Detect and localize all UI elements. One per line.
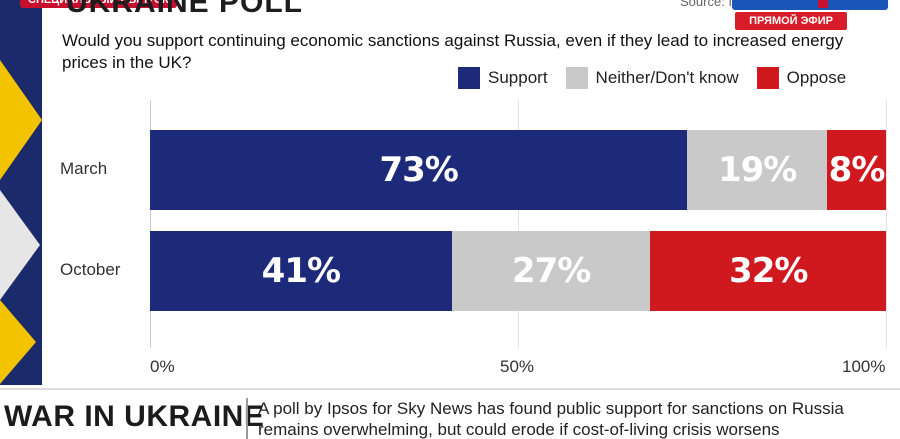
- live-badge: ПРЯМОЙ ЭФИР: [735, 12, 847, 30]
- decor-triangle: [0, 300, 36, 384]
- decor-triangle: [0, 190, 40, 300]
- legend-item-neither: Neither/Don't know: [565, 67, 739, 89]
- bar-segment-neither-don-t-know: 19%: [687, 130, 828, 210]
- news-banner: WAR IN UKRAINE A poll by Ipsos for Sky N…: [0, 388, 900, 439]
- bar-segment-oppose: 8%: [827, 130, 886, 210]
- channel-logo-mark: [818, 0, 828, 8]
- x-tick-label: 0%: [150, 357, 175, 376]
- bar-segment-support: 41%: [150, 231, 452, 311]
- legend-label-oppose: Oppose: [786, 68, 847, 87]
- legend-label-neither: Neither/Don't know: [595, 68, 739, 87]
- gridline-100: [886, 100, 887, 348]
- stacked-bar: 73% 19% 8%: [150, 130, 886, 210]
- decor-triangle: [0, 60, 42, 180]
- poll-question: Would you support continuing economic sa…: [62, 31, 844, 72]
- data-label: 19%: [717, 150, 797, 190]
- legend-label-support: Support: [488, 68, 548, 87]
- data-label: 73%: [379, 150, 458, 190]
- decorative-strip: [0, 0, 42, 385]
- stacked-bar: 41% 27% 32%: [150, 231, 886, 311]
- legend-swatch-support: [458, 67, 480, 89]
- x-tick-label: 100%: [842, 357, 886, 376]
- category-label: March: [60, 159, 108, 178]
- legend-item-oppose: Oppose: [756, 67, 847, 89]
- poll-title: UKRAINE POLL: [66, 0, 303, 19]
- data-label: 27%: [511, 251, 591, 291]
- banner-divider: [246, 398, 248, 439]
- gridline-50: [518, 100, 519, 348]
- legend-item-support: Support: [458, 67, 548, 89]
- bar-segment-neither-don-t-know: 27%: [451, 231, 651, 311]
- special-edition-badge: СПЕЦИАЛЬНЫЙ ВЫПУСК: [20, 0, 177, 8]
- bar-segment-support: 73%: [150, 130, 688, 210]
- x-tick-label: 50%: [500, 357, 535, 376]
- channel-logo: [732, 0, 888, 10]
- chart-legend: Support Neither/Don't know Oppose: [458, 67, 864, 89]
- stacked-bar-chart: 0% 50% 100% March 73% 19% 8% October 41% 27% 32…: [60, 100, 887, 376]
- data-label: 41%: [261, 251, 341, 291]
- legend-swatch-neither: [565, 67, 588, 89]
- x-axis-zero-line: [150, 100, 151, 348]
- data-label: 8%: [828, 150, 886, 190]
- bar-segment-oppose: 32%: [650, 231, 886, 311]
- banner-text: A poll by Ipsos for Sky News has found p…: [258, 399, 844, 439]
- legend-swatch-oppose: [756, 67, 779, 89]
- source-label: Source: Ipsos: [680, 0, 760, 9]
- data-label: 32%: [729, 251, 808, 291]
- category-label: October: [60, 260, 121, 279]
- banner-title: WAR IN UKRAINE: [4, 400, 265, 433]
